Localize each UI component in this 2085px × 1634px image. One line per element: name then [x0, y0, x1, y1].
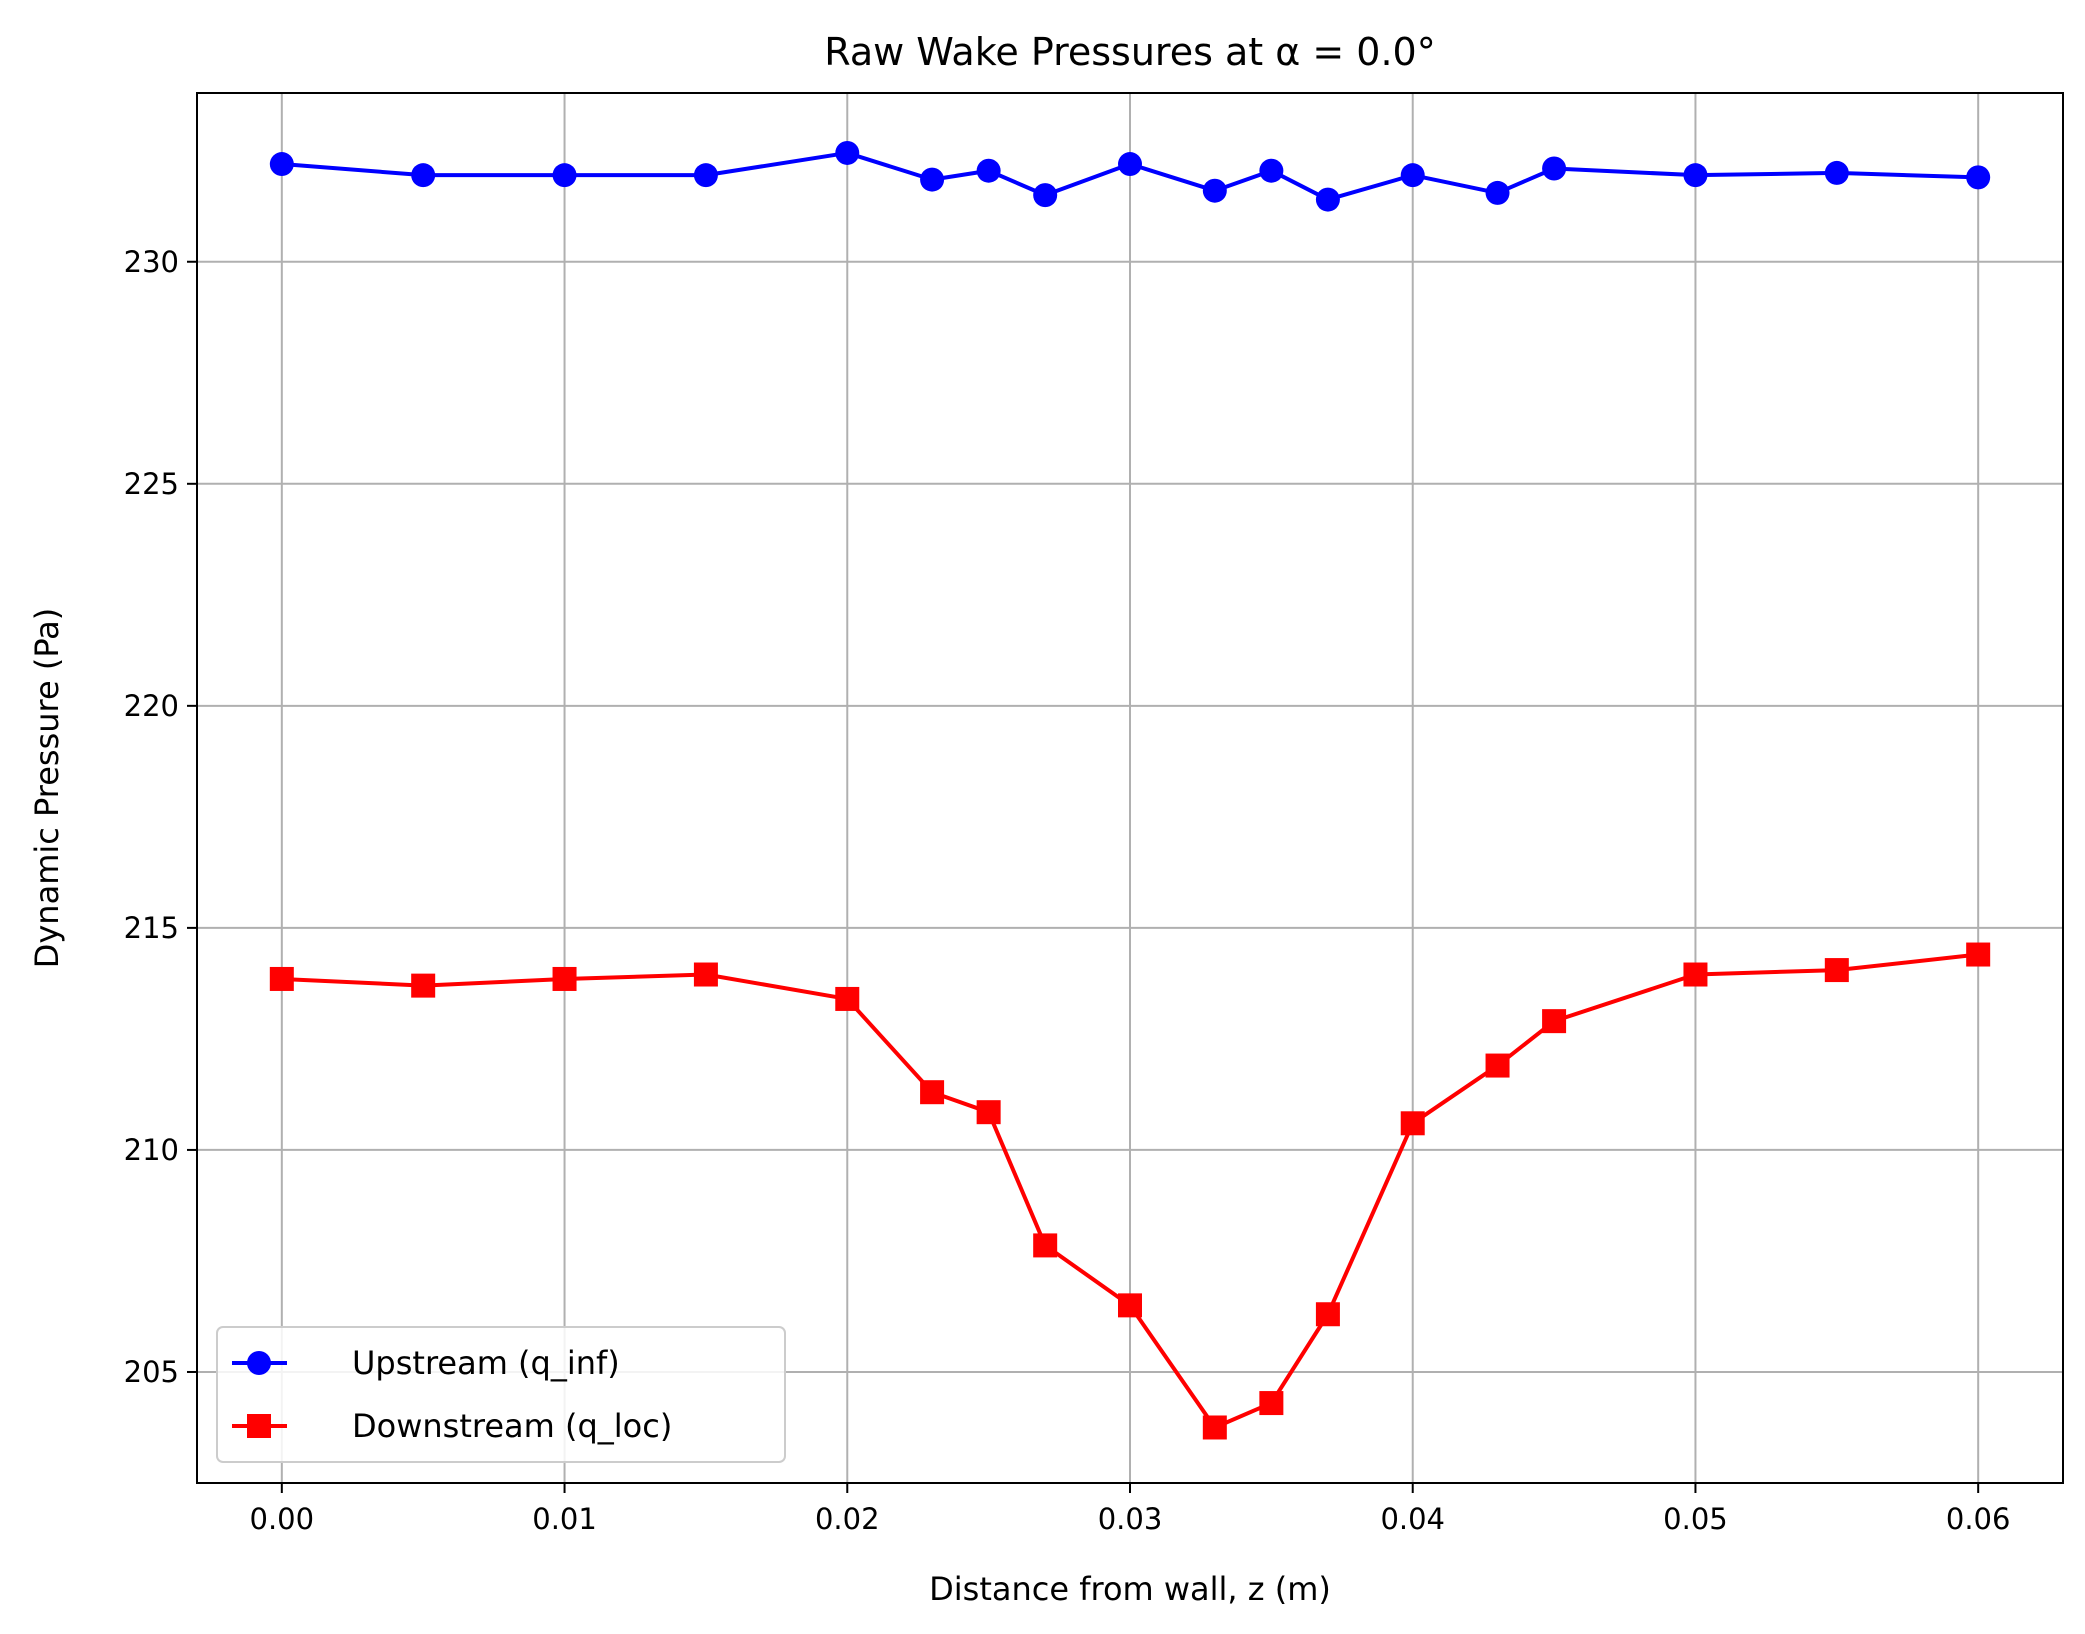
y-tick-label: 220 — [124, 689, 179, 723]
legend-box — [216, 1326, 786, 1463]
data-point — [552, 966, 577, 991]
data-point — [976, 1100, 1001, 1125]
data-point — [1118, 152, 1142, 177]
data-point — [1824, 958, 1849, 983]
legend-item: Upstream (q_inf) — [232, 1344, 620, 1382]
data-point — [693, 163, 718, 188]
data-point — [920, 1080, 945, 1105]
data-point — [1824, 160, 1849, 185]
plot-series — [269, 140, 1991, 1440]
x-tick-label: 0.04 — [1380, 1502, 1445, 1536]
data-point — [411, 973, 436, 998]
data-point — [1400, 1111, 1425, 1136]
data-point — [1315, 1302, 1340, 1327]
data-point — [1315, 187, 1340, 212]
data-point — [1202, 1415, 1227, 1440]
series-downstream — [269, 942, 1991, 1440]
y-tick-label: 210 — [124, 1133, 179, 1167]
data-point — [1033, 183, 1058, 208]
legend-item: Downstream (q_loc) — [232, 1407, 672, 1445]
x-tick-label: 0.05 — [1663, 1502, 1728, 1536]
data-point — [1542, 1009, 1567, 1034]
x-tick-label: 0.03 — [1098, 1502, 1163, 1536]
data-point — [1683, 163, 1708, 188]
data-point — [1259, 1391, 1284, 1416]
legend-label: Downstream (q_loc) — [352, 1407, 672, 1445]
data-point — [552, 163, 577, 188]
data-point — [1400, 163, 1425, 188]
x-tick-label: 0.01 — [532, 1502, 597, 1536]
data-point — [835, 986, 860, 1011]
y-tick-label: 230 — [124, 245, 179, 279]
y-axis-label: Dynamic Pressure (Pa) — [28, 608, 66, 969]
x-axis-label: Distance from wall, z (m) — [929, 1570, 1331, 1608]
data-point — [411, 163, 436, 188]
data-point — [1033, 1233, 1058, 1258]
series-line — [281, 150, 1979, 202]
chart-title: Raw Wake Pressures at α = 0.0° — [824, 30, 1435, 74]
axis-ticks: 0.00 0.01 0.02 0.03 0.04 0.05 0.06 205 210 215 220… — [124, 245, 2011, 1536]
x-tick-label: 0.02 — [815, 1502, 880, 1536]
data-point — [1485, 1053, 1510, 1078]
data-point — [1966, 165, 1991, 190]
data-point — [269, 152, 294, 177]
y-tick-label: 225 — [124, 467, 179, 501]
data-point — [1485, 180, 1510, 205]
data-point — [920, 167, 945, 192]
x-tick-label: 0.06 — [1946, 1502, 2011, 1536]
data-point — [1202, 178, 1227, 203]
data-point — [1966, 942, 1991, 967]
data-point — [269, 966, 294, 991]
series-upstream — [269, 140, 1991, 212]
x-tick-label: 0.00 — [250, 1502, 315, 1536]
legend-marker — [247, 1414, 271, 1438]
data-point — [1683, 962, 1708, 987]
data-point — [1542, 156, 1567, 181]
y-tick-label: 205 — [124, 1355, 179, 1389]
y-tick-label: 215 — [124, 911, 179, 945]
data-point — [1118, 1293, 1142, 1318]
legend: Upstream (q_inf) Downstream (q_loc) — [216, 1326, 786, 1463]
data-point — [693, 962, 718, 987]
legend-marker — [247, 1351, 271, 1375]
series-line — [281, 952, 1979, 1430]
data-point — [1259, 158, 1284, 183]
data-point — [976, 158, 1001, 183]
data-point — [835, 140, 860, 165]
legend-label: Upstream (q_inf) — [352, 1344, 620, 1382]
